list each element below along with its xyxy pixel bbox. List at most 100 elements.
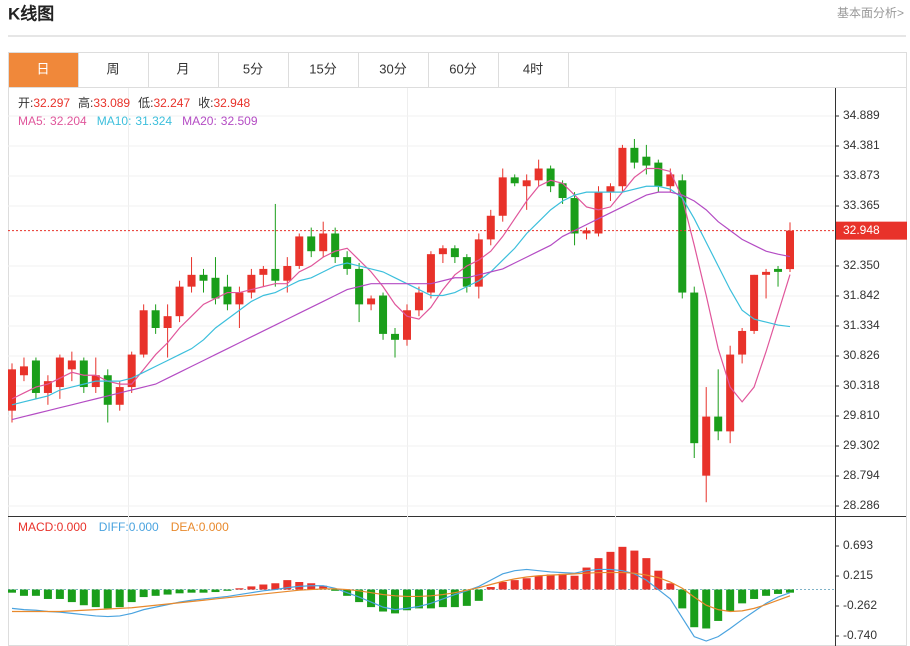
candle-body <box>462 257 471 287</box>
legend-value: 0.000 <box>199 520 229 534</box>
candle-body <box>283 265 292 281</box>
legend-name: MA10: <box>97 114 132 128</box>
y-tick-label: 30.826 <box>843 348 880 362</box>
candle-body <box>426 254 435 293</box>
candle-body <box>8 369 16 411</box>
macd-bar <box>666 583 675 590</box>
candle-body <box>474 239 483 287</box>
macd-bar <box>163 589 172 595</box>
tab[interactable]: 月 <box>148 52 219 88</box>
candle-body <box>187 274 196 287</box>
candle-body <box>666 174 675 187</box>
candle-body <box>127 354 136 388</box>
candle-body <box>331 233 340 258</box>
candle-body <box>762 271 771 275</box>
ohlc-value: 33.089 <box>93 96 130 110</box>
tab[interactable]: 60分 <box>428 52 499 88</box>
legend-name: DIFF: <box>99 520 129 534</box>
candle-body <box>43 381 52 393</box>
y-tick-label: 28.286 <box>843 498 880 512</box>
legend-name: MA20: <box>182 114 217 128</box>
ohlc-value: 32.948 <box>213 96 250 110</box>
candle-body <box>139 310 148 355</box>
y-tick-label: 29.302 <box>843 438 880 452</box>
candle-body <box>67 360 76 370</box>
last-price-box <box>836 221 907 240</box>
y-tick-label: -0.740 <box>843 628 877 642</box>
candle-body <box>690 292 699 444</box>
candle-body <box>402 310 411 340</box>
ohlc-label: 高: <box>78 95 93 110</box>
candle-body <box>223 286 232 305</box>
macd-bar <box>259 584 268 590</box>
candle-body <box>510 177 519 184</box>
candle-body <box>570 198 579 234</box>
y-tick-label: 0.693 <box>843 538 873 552</box>
candle-body <box>31 360 40 393</box>
candle-body <box>594 192 603 234</box>
tab[interactable]: 日 <box>8 52 79 88</box>
tab[interactable]: 30分 <box>358 52 429 88</box>
macd-bar <box>750 589 759 599</box>
macd-bar <box>618 546 627 590</box>
candle-body <box>450 248 459 258</box>
candle-body <box>211 277 220 299</box>
tab-bg <box>8 52 79 88</box>
macd-bar <box>630 550 639 590</box>
candle-body <box>618 147 627 187</box>
candle-body <box>79 360 88 388</box>
candle-body <box>271 268 280 281</box>
tab-label: 4时 <box>523 61 543 76</box>
y-tick-label: 34.889 <box>843 108 880 122</box>
y-tick-label: 28.794 <box>843 468 880 482</box>
candle-body <box>19 366 28 376</box>
tab[interactable]: 周 <box>78 52 149 88</box>
macd-bar <box>223 589 232 591</box>
candle-body <box>606 186 615 193</box>
tab[interactable]: 4时 <box>498 52 569 88</box>
macd-bar <box>211 589 220 593</box>
candle-body <box>379 295 388 334</box>
legend-value: 0.000 <box>129 520 159 534</box>
candle-body <box>774 268 783 272</box>
macd-bar <box>175 589 184 594</box>
legend-name: DEA: <box>171 520 199 534</box>
macd-bar <box>235 588 244 590</box>
macd-bar <box>43 589 52 599</box>
macd-bar <box>726 589 735 612</box>
y-tick-label: 30.318 <box>843 378 880 392</box>
last-price-label: 32.948 <box>843 223 880 237</box>
tab-label: 月 <box>176 61 189 76</box>
candle-body <box>414 292 423 311</box>
macd-bar <box>522 578 531 590</box>
macd-bar <box>450 589 459 608</box>
macd-bar <box>462 589 471 606</box>
macd-bar <box>642 558 651 590</box>
macd-bar <box>139 589 148 598</box>
ohlc-label: 收: <box>198 96 213 110</box>
candle-body <box>654 162 663 187</box>
candle-body <box>307 236 316 252</box>
macd-bar <box>79 589 88 606</box>
macd-legend: MACD:0.000 DIFF:0.000 DEA:0.000 <box>18 520 229 534</box>
y-tick-label: 31.842 <box>843 288 880 302</box>
macd-bar <box>355 589 364 603</box>
macd-bar <box>379 589 388 612</box>
macd-bar <box>486 587 495 590</box>
macd-bar <box>786 589 794 593</box>
ohlc-label: 开: <box>18 96 33 110</box>
legend-value: 32.509 <box>221 114 258 128</box>
macd-bar <box>474 589 483 601</box>
tab-bg <box>498 52 569 88</box>
macd-line <box>11 568 791 642</box>
macd-bar <box>271 583 280 590</box>
ohlc-value: 32.247 <box>153 96 190 110</box>
macd-bar <box>582 567 591 590</box>
candle-body <box>738 330 747 355</box>
tab[interactable]: 15分 <box>288 52 359 88</box>
candle-body <box>199 274 208 281</box>
tab[interactable]: 5分 <box>218 52 289 88</box>
fundamental-link[interactable]: 基本面分析> <box>837 6 904 20</box>
legend-value: 31.324 <box>135 114 172 128</box>
